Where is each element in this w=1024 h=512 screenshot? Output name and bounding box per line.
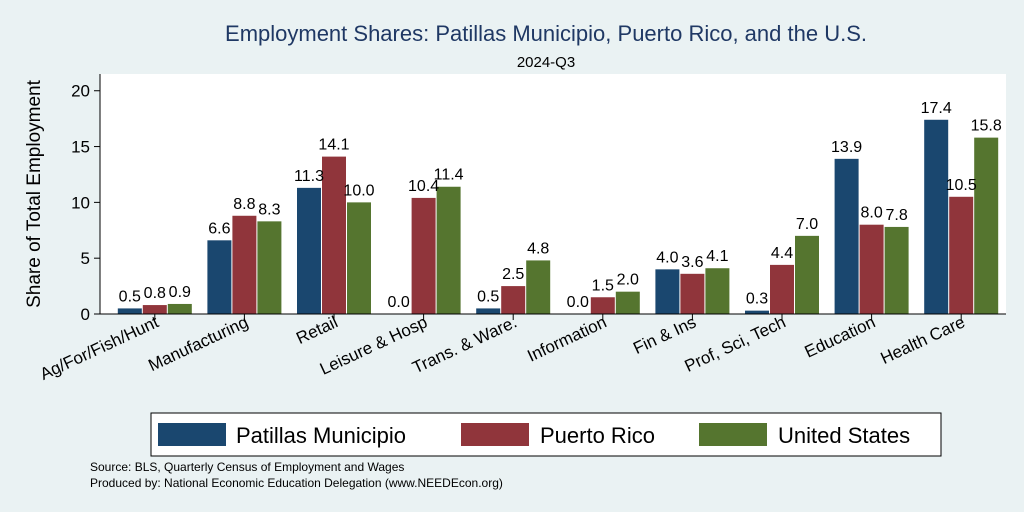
data-label: 17.4 [921, 100, 952, 117]
y-tick-label: 20 [71, 82, 90, 101]
bar [859, 224, 884, 314]
data-label: 0.0 [567, 294, 589, 311]
data-label: 4.4 [771, 245, 793, 262]
bar [680, 273, 705, 314]
data-label: 14.1 [318, 137, 349, 154]
chart-title: Employment Shares: Patillas Municipio, P… [225, 21, 867, 46]
data-label: 4.8 [527, 240, 549, 257]
legend: Patillas Municipio Puerto Rico United St… [150, 412, 942, 457]
data-label: 0.3 [746, 291, 768, 308]
bar [207, 240, 232, 314]
y-axis-label: Share of Total Employment [24, 79, 45, 307]
data-label: 0.5 [477, 288, 499, 305]
y-tick-label: 10 [71, 193, 90, 212]
legend-label-patillas: Patillas Municipio [236, 423, 406, 448]
chart-subtitle: 2024-Q3 [517, 54, 575, 71]
y-tick-label: 15 [71, 138, 90, 157]
bars [117, 119, 999, 314]
source-note: Source: BLS, Quarterly Census of Employm… [90, 460, 404, 474]
data-label: 11.3 [294, 168, 324, 185]
bar [655, 269, 680, 314]
legend-box [150, 412, 942, 457]
data-label: 3.6 [681, 254, 703, 271]
data-label: 8.3 [258, 201, 280, 218]
data-label: 10.4 [408, 178, 439, 195]
data-label: 4.0 [656, 249, 678, 266]
bar [347, 202, 371, 314]
bar [924, 119, 949, 314]
legend-swatch-united-states [699, 423, 767, 446]
data-label: 4.1 [706, 248, 728, 265]
data-label: 11.4 [434, 167, 464, 184]
bar [705, 268, 730, 314]
bar [795, 235, 819, 314]
bar [526, 260, 551, 314]
data-label: 0.0 [387, 294, 409, 311]
bar [322, 156, 346, 314]
bar [232, 215, 257, 314]
bar [974, 137, 999, 314]
bar [745, 310, 769, 314]
bar [411, 197, 436, 314]
bar [142, 305, 167, 314]
bar [834, 158, 859, 314]
data-label: 0.5 [119, 288, 141, 305]
bar [884, 226, 909, 314]
bar [615, 291, 640, 314]
bar [167, 303, 192, 314]
data-label: 6.6 [208, 220, 230, 237]
data-label: 0.9 [169, 284, 191, 301]
legend-swatch-puerto-rico [461, 423, 529, 446]
data-label: 15.8 [971, 118, 1002, 135]
bar [297, 187, 321, 314]
data-label: 1.5 [592, 277, 614, 294]
data-label: 10.0 [343, 182, 374, 199]
bar [590, 297, 615, 314]
data-label: 13.9 [831, 139, 862, 156]
bar [770, 264, 794, 314]
bar [436, 186, 461, 314]
y-tick-label: 0 [81, 305, 90, 324]
legend-label-united-states: United States [778, 423, 910, 448]
data-label: 8.8 [233, 196, 255, 213]
data-label: 2.0 [617, 272, 639, 289]
bar [501, 286, 526, 314]
produced-by-note: Produced by: National Economic Education… [90, 476, 503, 490]
data-label: 7.8 [885, 207, 907, 224]
bar [257, 221, 282, 314]
legend-swatch-patillas [158, 423, 226, 446]
bar [949, 196, 974, 314]
data-label: 10.5 [946, 177, 977, 194]
legend-label-puerto-rico: Puerto Rico [540, 423, 655, 448]
data-label: 8.0 [860, 205, 882, 222]
data-labels: 0.5 0.8 0.96.68.8 8.311.314.110.00.010.411.… [119, 100, 1002, 311]
y-tick-label: 5 [81, 249, 90, 268]
bar [117, 308, 142, 314]
data-label: 0.8 [144, 285, 166, 302]
data-label: 7.0 [796, 216, 818, 233]
data-label: 2.5 [502, 266, 524, 283]
y-axis: 0 5 10 15 20 [71, 74, 101, 324]
bar [476, 308, 501, 314]
